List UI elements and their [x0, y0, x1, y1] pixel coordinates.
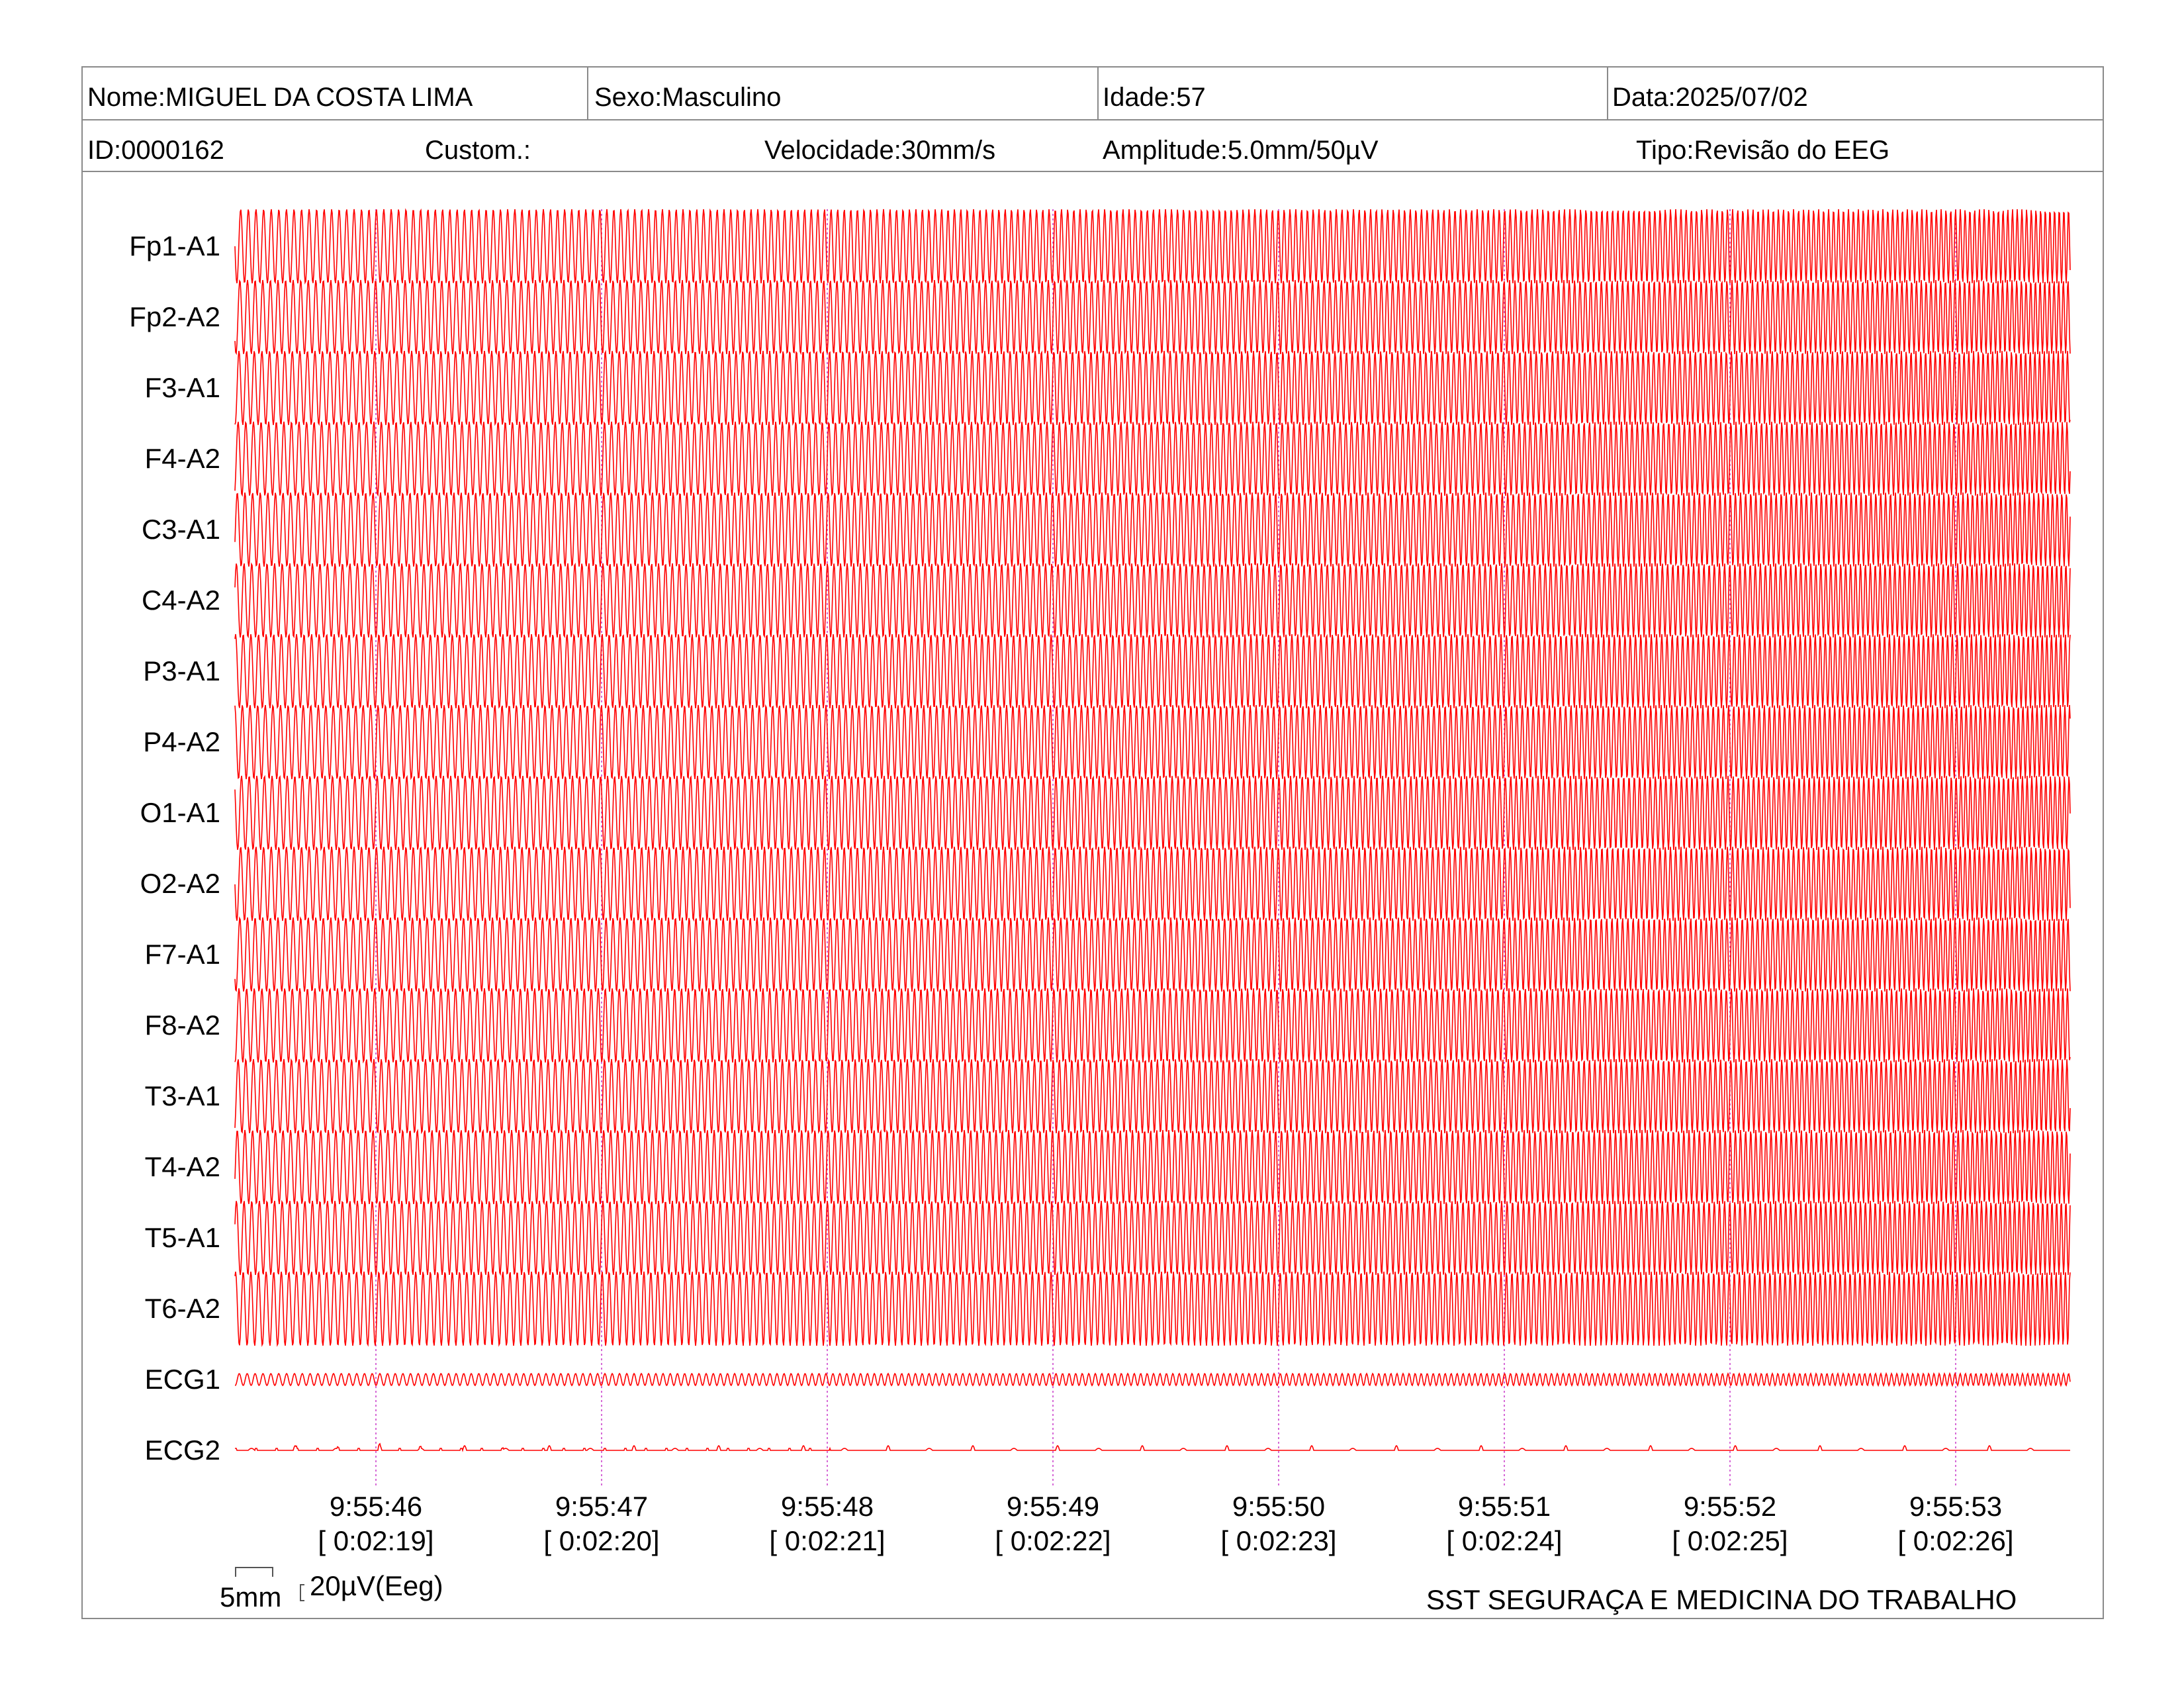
- channel-trace: [234, 774, 2071, 851]
- clock-time: 9:55:47: [555, 1491, 649, 1522]
- clock-time: 9:55:51: [1457, 1491, 1551, 1522]
- channel-label: P3-A1: [143, 655, 220, 686]
- channel-trace: [234, 491, 2071, 568]
- channel-label: O2-A2: [140, 868, 220, 899]
- elapsed-time: [ 0:02:21]: [769, 1525, 886, 1556]
- time-marker-label: 9:55:51[ 0:02:24]: [1425, 1489, 1584, 1558]
- channel-label: F7-A1: [144, 939, 220, 970]
- clock-time: 9:55:48: [780, 1491, 874, 1522]
- channel-trace: [234, 987, 2071, 1064]
- clock-time: 9:55:53: [1909, 1491, 2003, 1522]
- channel-label: F8-A2: [144, 1009, 220, 1041]
- channel-label: T4-A2: [144, 1151, 220, 1182]
- time-marker-label: 9:55:46[ 0:02:19]: [296, 1489, 455, 1558]
- elapsed-time: [ 0:02:25]: [1672, 1525, 1788, 1556]
- clock-time: 9:55:49: [1006, 1491, 1100, 1522]
- elapsed-time: [ 0:02:19]: [318, 1525, 434, 1556]
- header-divider-2: [81, 171, 2104, 172]
- scale-bar-icon: [235, 1567, 304, 1601]
- amplitude-setting: Amplitude:5.0mm/50µV: [1103, 136, 1379, 165]
- elapsed-time: [ 0:02:22]: [995, 1525, 1111, 1556]
- company-name: SST SEGURAÇA E MEDICINA DO TRABALHO: [1426, 1584, 2017, 1615]
- channel-label: F4-A2: [144, 443, 220, 474]
- channel-trace: [234, 208, 2071, 285]
- clock-time: 9:55:52: [1683, 1491, 1777, 1522]
- report-frame: [81, 66, 2104, 1619]
- elapsed-time: [ 0:02:26]: [1897, 1525, 2014, 1556]
- time-marker-label: 9:55:47[ 0:02:20]: [522, 1489, 681, 1558]
- channel-trace: [234, 845, 2071, 922]
- elapsed-time: [ 0:02:20]: [543, 1525, 660, 1556]
- channel-label: O1-A1: [140, 797, 220, 828]
- patient-name: Nome:MIGUEL DA COSTA LIMA: [87, 83, 473, 112]
- channel-label: ECG2: [144, 1434, 220, 1466]
- channel-trace: [234, 279, 2071, 355]
- elapsed-time: [ 0:02:24]: [1446, 1525, 1563, 1556]
- channel-label: P4-A2: [143, 726, 220, 757]
- speed-setting: Velocidade:30mm/s: [764, 136, 996, 165]
- channel-label: C3-A1: [141, 514, 220, 545]
- channel-label: T3-A1: [144, 1080, 220, 1111]
- header-col-divider: [587, 66, 588, 119]
- channel-trace: [234, 350, 2071, 426]
- time-scale-label: 5mm: [220, 1581, 282, 1613]
- review-type: Tipo:Revisão do EEG: [1636, 136, 1890, 165]
- channel-label: C4-A2: [141, 585, 220, 616]
- channel-label: F3-A1: [144, 372, 220, 403]
- channel-trace: [234, 420, 2071, 497]
- channel-trace: [235, 1442, 2070, 1452]
- channel-trace: [234, 704, 2071, 780]
- time-marker-label: 9:55:49[ 0:02:22]: [974, 1489, 1132, 1558]
- record-date: Data:2025/07/02: [1612, 83, 1808, 112]
- patient-id: ID:0000162: [87, 136, 224, 165]
- channel-label: Fp2-A2: [129, 301, 220, 332]
- channel-trace: [234, 1270, 2071, 1347]
- channel-label: ECG1: [144, 1364, 220, 1395]
- channel-trace: [234, 1199, 2071, 1276]
- header-col-divider: [1607, 66, 1608, 119]
- channel-trace: [234, 633, 2071, 710]
- clock-time: 9:55:50: [1232, 1491, 1326, 1522]
- header-divider-1: [81, 119, 2104, 120]
- time-marker-label: 9:55:52[ 0:02:25]: [1651, 1489, 1809, 1558]
- patient-age: Idade:57: [1103, 83, 1206, 112]
- patient-sex: Sexo:Masculino: [594, 83, 782, 112]
- custom-field: Custom.:: [425, 136, 531, 165]
- header-col-divider: [1097, 66, 1099, 119]
- channel-trace: [234, 562, 2071, 639]
- channel-label: T6-A2: [144, 1293, 220, 1324]
- channel-trace: [234, 1129, 2071, 1205]
- amplitude-scale-label: 20µV(Eeg): [310, 1570, 443, 1601]
- clock-time: 9:55:46: [329, 1491, 423, 1522]
- channel-trace: [234, 1058, 2071, 1135]
- channel-trace: [234, 1372, 2071, 1387]
- channel-label: T5-A1: [144, 1222, 220, 1253]
- channel-label: Fp1-A1: [129, 230, 220, 261]
- time-marker-label: 9:55:50[ 0:02:23]: [1199, 1489, 1358, 1558]
- channel-trace: [234, 916, 2071, 993]
- elapsed-time: [ 0:02:23]: [1220, 1525, 1337, 1556]
- time-marker-label: 9:55:53[ 0:02:26]: [1876, 1489, 2035, 1558]
- time-marker-label: 9:55:48[ 0:02:21]: [748, 1489, 907, 1558]
